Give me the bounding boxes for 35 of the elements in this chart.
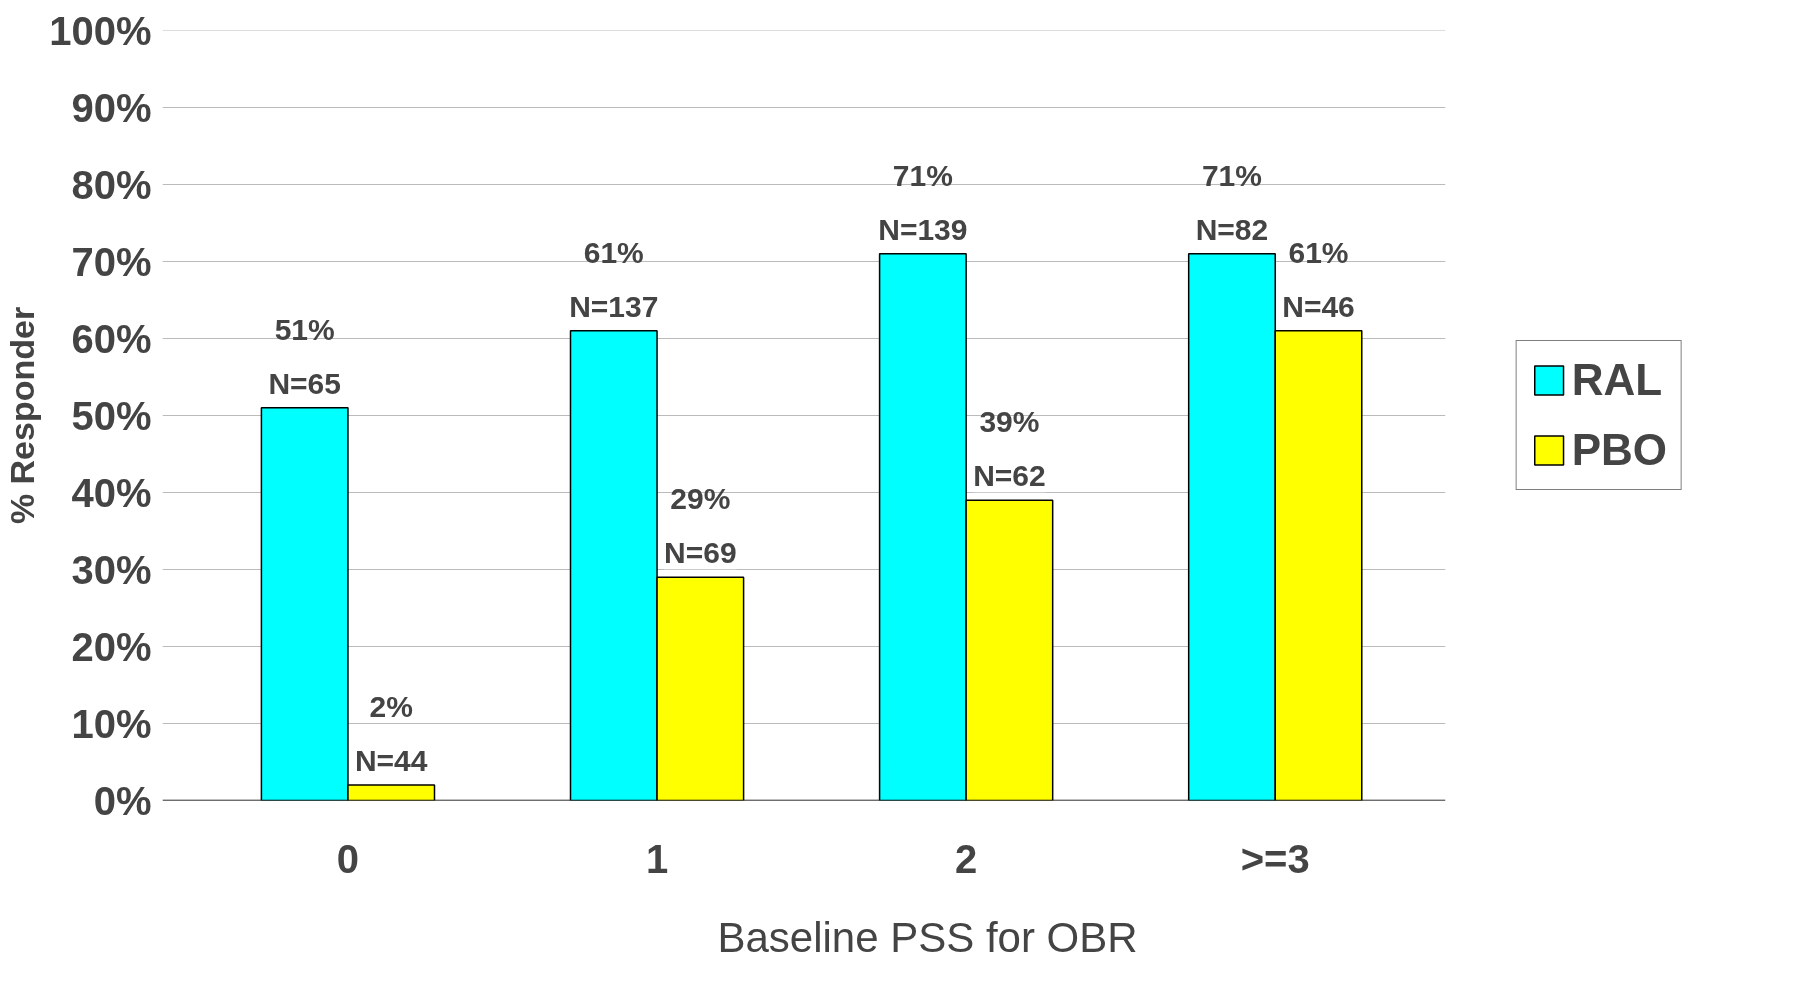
annotation: N=65 [268, 366, 341, 400]
x-axis-title: Baseline PSS for OBR [717, 913, 1138, 961]
annotation: N=46 [1282, 289, 1355, 323]
annotation: N=82 [1195, 212, 1269, 246]
annotation: N=44 [354, 744, 428, 778]
data-label: 39% [979, 405, 1040, 439]
y-tick-label: 100% [49, 8, 152, 53]
annotation: N=139 [878, 212, 968, 246]
annotation: N=137 [569, 289, 659, 323]
y-tick-label: 10% [71, 701, 152, 746]
data-label: 61% [583, 235, 644, 269]
data-label: 71% [892, 158, 953, 192]
x-tick-label: 2 [955, 836, 978, 881]
y-tick-label: 70% [71, 239, 152, 284]
y-tick-label: 60% [71, 316, 152, 361]
y-tick-label: 0% [93, 778, 152, 823]
annotation: N=62 [973, 459, 1046, 493]
y-axis-title: % Responder [3, 306, 42, 525]
data-label: 71% [1201, 158, 1262, 192]
data-label: 61% [1288, 235, 1349, 269]
y-tick-label: 40% [71, 470, 152, 515]
x-tick-label: >=3 [1240, 836, 1310, 881]
x-tick-label: 1 [645, 836, 669, 881]
annotation: N=69 [664, 536, 737, 570]
y-tick-label: 30% [71, 547, 152, 592]
legend-label: RAL [1571, 355, 1663, 405]
y-tick-label: 20% [71, 624, 152, 669]
data-label: 51% [274, 312, 335, 346]
y-tick-label: 80% [71, 162, 152, 207]
y-tick-label: 90% [71, 85, 152, 130]
x-tick-label: 0 [336, 836, 360, 881]
y-tick-label: 50% [71, 393, 152, 438]
data-label: 29% [670, 482, 731, 516]
legend-label: PBO [1571, 425, 1667, 475]
data-label: 2% [369, 690, 413, 724]
